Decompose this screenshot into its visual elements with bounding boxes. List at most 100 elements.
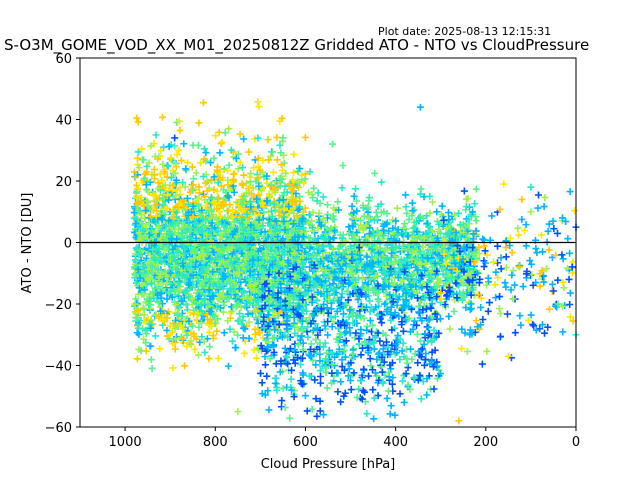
data-point [564,235,572,243]
data-point [356,251,364,259]
data-point [338,184,346,192]
data-point [509,267,517,275]
data-point [133,154,141,162]
data-point [224,317,232,325]
data-point [168,214,176,222]
data-point [342,260,350,268]
data-point [382,277,390,285]
data-point [403,261,411,269]
data-point [224,207,232,215]
data-point [383,394,391,402]
data-point [348,202,356,210]
data-point [413,330,421,338]
data-point [292,190,300,198]
data-point [237,278,245,286]
data-point [429,198,437,206]
data-point [206,343,214,351]
data-point [301,392,309,400]
data-point [136,260,144,268]
data-point [346,279,354,287]
data-point [468,272,476,280]
data-point [152,131,160,139]
data-point [336,330,344,338]
data-point [192,169,200,177]
data-point [393,204,401,212]
data-point [352,263,360,271]
data-point [290,150,298,158]
data-point [216,149,224,157]
data-point [488,212,496,220]
data-point [334,198,342,206]
data-point [179,179,187,187]
data-point [320,271,328,279]
data-point [322,254,330,262]
data-point [391,411,399,419]
data-point [435,220,443,228]
data-point [134,118,142,126]
data-point [362,223,370,231]
data-point [353,259,361,267]
data-point [428,263,436,271]
data-point [566,249,574,257]
data-point [472,185,480,193]
data-point [526,257,534,265]
data-point [297,332,305,340]
data-point [142,339,150,347]
data-point [143,197,151,205]
data-point [198,333,206,341]
data-point [307,340,315,348]
data-point [399,327,407,335]
data-point [147,142,155,150]
data-point [174,309,182,317]
data-point [259,222,267,230]
data-point [191,345,199,353]
data-point [550,287,558,295]
data-point [519,283,527,291]
data-point [541,329,549,337]
data-point [462,231,470,239]
data-point [250,273,258,281]
data-point [501,279,509,287]
data-point [161,211,169,219]
data-point [410,206,418,214]
data-point [371,169,379,177]
data-point [527,260,535,268]
data-point [340,346,348,354]
data-point [236,310,244,318]
data-point [376,337,384,345]
data-point [309,208,317,216]
data-point [364,203,372,211]
data-point [372,328,380,336]
data-point [317,372,325,380]
data-point [139,304,147,312]
data-point [269,168,277,176]
data-point [271,374,279,382]
data-point [320,243,328,251]
data-point [140,335,148,343]
data-point [438,202,446,210]
data-point [196,189,204,197]
data-point [277,161,285,169]
data-point [366,224,374,232]
data-point [219,308,227,316]
data-point [215,128,223,136]
data-point [317,264,325,272]
data-point [436,229,444,237]
data-point [468,252,476,260]
data-point [347,386,355,394]
data-point [234,331,242,339]
data-point [400,224,408,232]
data-point [494,242,502,250]
data-point [287,375,295,383]
data-point [240,349,248,357]
data-point [337,253,345,261]
data-point [197,159,205,167]
data-point [132,279,140,287]
data-point [286,414,294,422]
data-point [261,361,269,369]
data-point [369,259,377,267]
data-point [537,231,545,239]
data-point [313,251,321,259]
data-point [314,189,322,197]
data-point [359,201,367,209]
